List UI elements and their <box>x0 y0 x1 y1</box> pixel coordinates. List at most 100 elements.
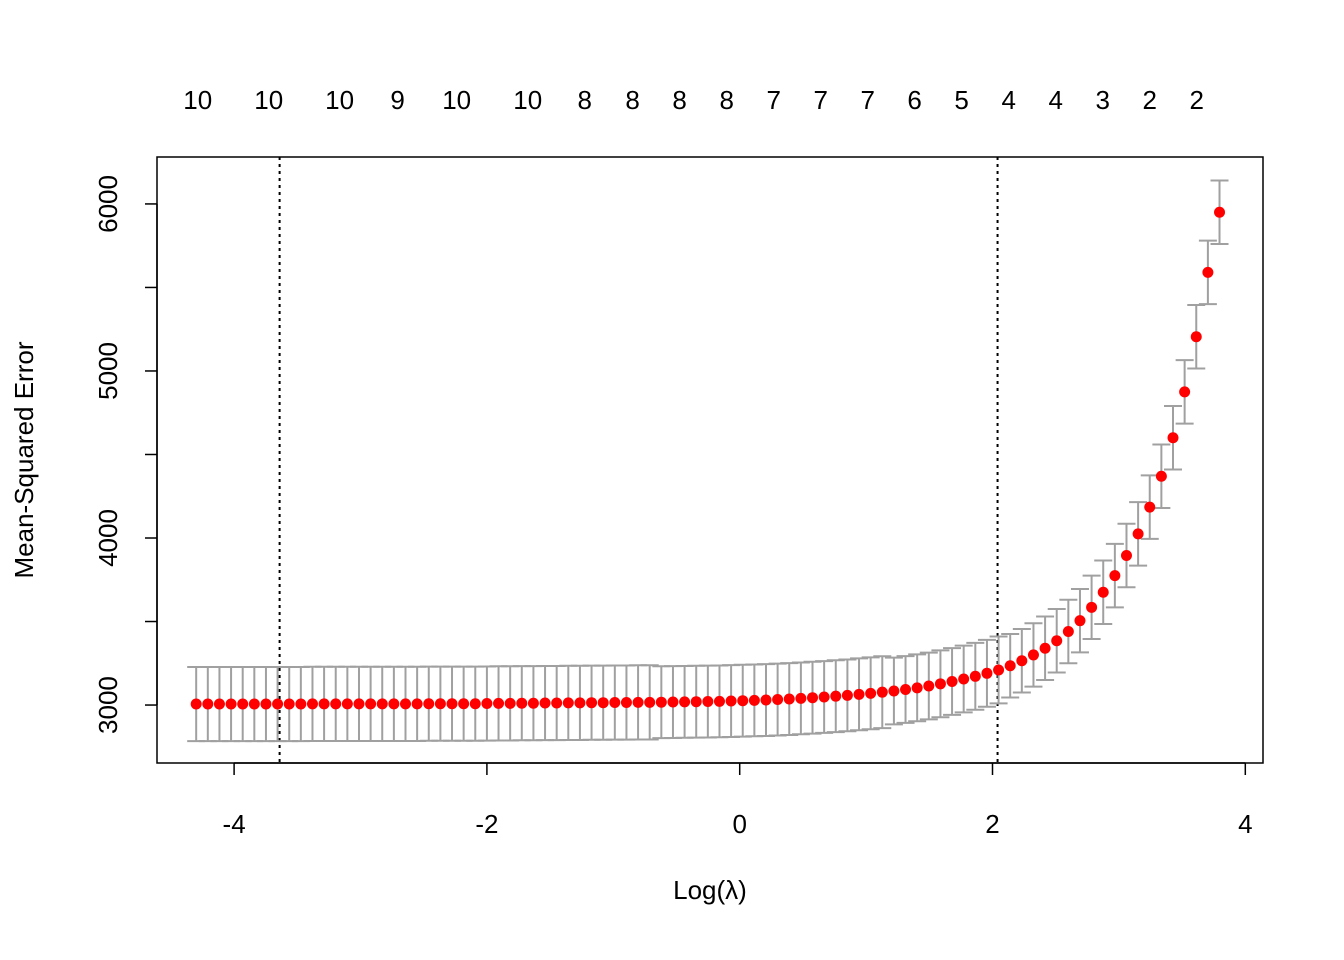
point <box>923 680 935 692</box>
top-tick-label: 7 <box>861 85 875 115</box>
y-tick-label: 6000 <box>93 175 123 233</box>
point <box>341 698 353 710</box>
point <box>713 695 725 707</box>
point <box>876 686 888 698</box>
point <box>1016 655 1028 667</box>
point <box>795 692 807 704</box>
point <box>1144 501 1156 513</box>
point <box>469 698 481 710</box>
point <box>527 697 539 709</box>
point <box>1120 550 1132 562</box>
y-axis-label: Mean-Squared Error <box>9 341 39 578</box>
point <box>609 697 621 709</box>
point <box>620 697 632 709</box>
point <box>458 698 470 710</box>
point <box>958 673 970 685</box>
point <box>376 698 388 710</box>
point <box>667 696 679 708</box>
top-tick-label: 6 <box>907 85 921 115</box>
point <box>225 698 237 710</box>
point <box>981 667 993 679</box>
top-tick-label: 9 <box>390 85 404 115</box>
top-tick-label: 4 <box>1048 85 1062 115</box>
point <box>248 698 260 710</box>
point <box>202 698 214 710</box>
point <box>434 698 446 710</box>
point <box>237 698 249 710</box>
point <box>365 698 377 710</box>
point <box>679 696 691 708</box>
point <box>411 698 423 710</box>
point <box>841 689 853 701</box>
point <box>644 696 656 708</box>
point <box>853 688 865 700</box>
point <box>807 692 819 704</box>
point <box>1086 601 1098 613</box>
point <box>655 696 667 708</box>
point <box>1190 331 1202 343</box>
plot-frame <box>156 156 1264 764</box>
point <box>1051 635 1063 647</box>
point <box>632 696 644 708</box>
point <box>562 697 574 709</box>
point <box>1097 586 1109 598</box>
point <box>400 698 412 710</box>
point <box>353 698 365 710</box>
top-tick-label: 8 <box>672 85 686 115</box>
top-tick-label: 10 <box>254 85 283 115</box>
point <box>969 670 981 682</box>
x-tick-label: -2 <box>475 809 498 839</box>
point <box>1074 615 1086 627</box>
point <box>946 675 958 687</box>
point <box>818 691 830 703</box>
point <box>481 698 493 710</box>
point <box>1202 266 1214 278</box>
top-tick-label: 8 <box>625 85 639 115</box>
point <box>423 698 435 710</box>
top-tick-label: 4 <box>1001 85 1015 115</box>
point <box>748 694 760 706</box>
point <box>574 697 586 709</box>
point <box>1167 432 1179 444</box>
y-tick-label: 4000 <box>93 509 123 567</box>
point <box>760 694 772 706</box>
point <box>597 697 609 709</box>
top-tick-label: 3 <box>1095 85 1109 115</box>
point <box>1155 470 1167 482</box>
y-tick-label: 5000 <box>93 342 123 400</box>
point <box>737 695 749 707</box>
y-tick-label: 3000 <box>93 676 123 734</box>
top-tick-label: 10 <box>513 85 542 115</box>
x-tick-label: 2 <box>985 809 999 839</box>
point <box>551 697 563 709</box>
point <box>772 694 784 706</box>
top-tick-label: 7 <box>813 85 827 115</box>
point <box>493 697 505 709</box>
point <box>1027 649 1039 661</box>
top-tick-label: 10 <box>183 85 212 115</box>
x-tick-label: -4 <box>223 809 246 839</box>
point <box>1132 528 1144 540</box>
point <box>1214 206 1226 218</box>
point <box>213 698 225 710</box>
point <box>272 698 284 710</box>
top-tick-label: 2 <box>1190 85 1204 115</box>
point <box>900 684 912 696</box>
point <box>1004 660 1016 672</box>
point <box>1039 642 1051 654</box>
point <box>934 678 946 690</box>
point <box>783 693 795 705</box>
point <box>865 687 877 699</box>
point <box>1062 626 1074 638</box>
point <box>1109 570 1121 582</box>
point <box>283 698 295 710</box>
point <box>586 697 598 709</box>
point <box>190 698 202 710</box>
top-tick-label: 7 <box>766 85 780 115</box>
top-tick-label: 10 <box>442 85 471 115</box>
x-axis-label: Log(λ) <box>673 875 747 905</box>
point <box>702 696 714 708</box>
top-tick-label: 2 <box>1143 85 1157 115</box>
point <box>1179 386 1191 398</box>
